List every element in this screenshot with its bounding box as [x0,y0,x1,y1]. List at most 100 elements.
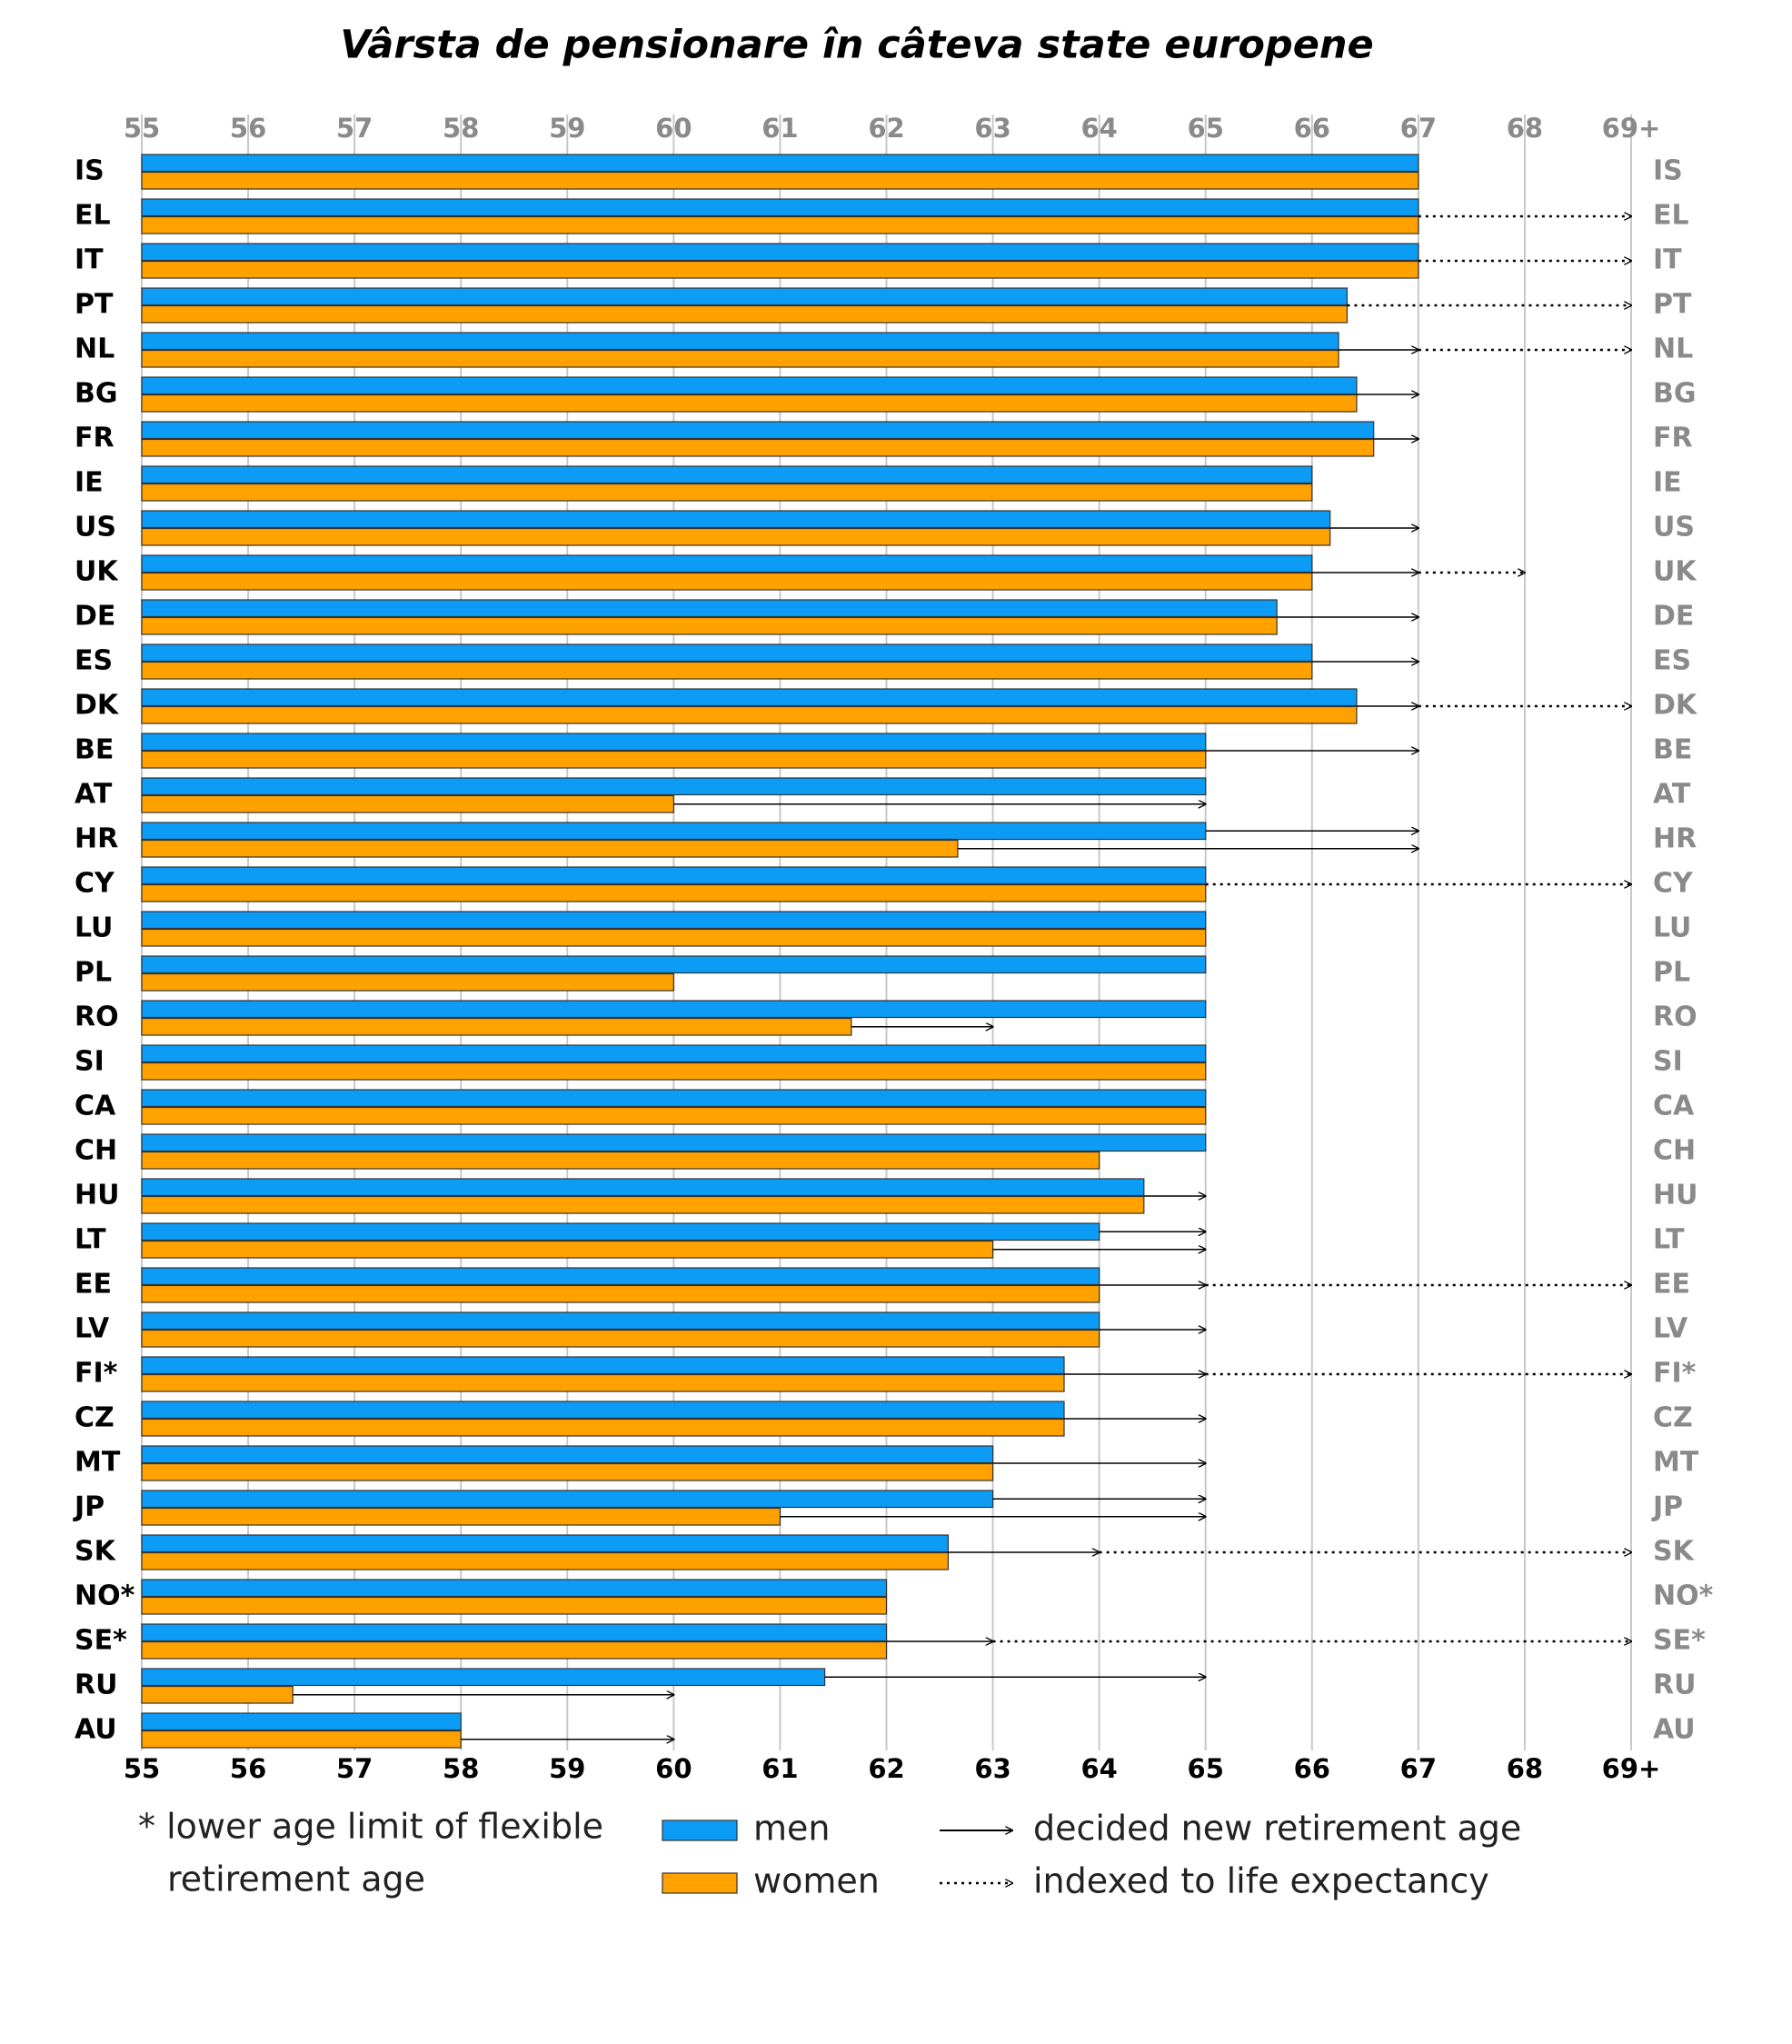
y-tick-label-right: EE [1653,1269,1690,1301]
y-tick-label-right: JP [1651,1491,1683,1523]
x-tick-label: 58 [443,113,479,144]
y-tick-label: AT [75,779,113,811]
y-tick-label-right: FI* [1653,1358,1697,1390]
bar [141,1000,1207,1019]
bar [141,777,1207,796]
bar [141,1490,994,1509]
y-tick-label-right: NO* [1653,1580,1714,1612]
chart-title: Vârsta de pensionare în câteva state eur… [340,23,1373,68]
y-tick-label: UK [75,556,119,588]
bar [141,349,1339,368]
y-tick-label-right: BE [1653,734,1692,766]
y-tick-label: HR [75,823,118,855]
bar [141,750,1207,769]
bar [141,1685,294,1704]
y-tick-label-right: HU [1653,1180,1697,1211]
bar [141,421,1375,440]
x-tick-label: 63 [974,113,1010,144]
bar [141,1151,1100,1170]
y-tick-label: LV [75,1313,110,1345]
x-tick-label: 65 [1188,1753,1224,1784]
y-tick-label-right: ES [1653,645,1691,677]
y-tick-label-right: US [1653,512,1695,543]
bar [141,1222,1100,1241]
bar [141,972,674,992]
bar [141,243,1419,262]
bar [141,1356,1065,1375]
x-tick-label: 64 [1080,113,1117,144]
y-tick-label: CY [75,868,115,900]
y-tick-label: IE [75,467,104,499]
y-tick-label: EL [75,200,111,232]
y-tick-label-right: HR [1653,823,1697,855]
bar [141,1329,1100,1348]
bar [141,1089,1207,1108]
y-tick-label-right: MT [1653,1447,1699,1479]
y-tick-label: CA [75,1091,116,1122]
y-tick-label-right: CH [1653,1135,1696,1167]
bar [141,839,959,858]
y-tick-label: MT [75,1447,121,1479]
y-tick-label-right: AT [1653,779,1691,811]
y-tick-label-right: FR [1653,423,1693,454]
bar [141,688,1358,707]
bar [141,510,1331,529]
x-tick-label: 68 [1507,113,1543,144]
x-tick-label: 66 [1294,113,1330,144]
x-tick-label: 55 [124,113,160,144]
y-tick-label-right: EL [1653,200,1689,232]
bar [141,332,1339,351]
y-tick-label: RU [75,1670,117,1701]
y-tick-label-right: SI [1653,1046,1683,1078]
y-tick-label: BG [75,378,118,410]
bar [141,1284,1100,1303]
bar [141,304,1349,324]
bar [141,928,1207,947]
bar [141,1623,888,1642]
y-tick-label-right: RU [1653,1670,1696,1701]
y-tick-label-right: LU [1653,912,1691,944]
y-tick-label: NO* [75,1580,135,1612]
x-tick-label: 60 [655,113,692,144]
y-tick-label: NL [75,334,114,365]
y-tick-label: SE* [75,1625,127,1657]
bar [141,1730,462,1749]
x-tick-label: 66 [1294,1753,1330,1784]
bar [141,198,1419,217]
y-tick-label: SK [75,1536,117,1568]
bar [141,955,1207,974]
y-tick-label-right: PT [1653,289,1692,321]
y-tick-label-right: SE* [1653,1625,1706,1657]
bar [141,1462,994,1481]
bar [141,911,1207,930]
x-tick-label: 62 [868,113,904,144]
bar [141,1668,826,1687]
x-tick-label: 57 [336,113,373,144]
bar [141,465,1313,484]
x-tick-label: 58 [443,1753,479,1784]
y-tick-label: CH [75,1135,117,1167]
legend-label: women [753,1861,880,1901]
y-tick-label-right: LT [1653,1224,1685,1256]
y-tick-label: IS [75,155,105,187]
bar [141,1712,462,1731]
bar [141,1267,1100,1286]
y-tick-label-right: UK [1653,556,1697,588]
bar [141,1507,782,1526]
y-tick-label-right: RO [1653,1002,1697,1033]
y-tick-label: LU [75,912,113,944]
bar [141,1579,888,1598]
y-tick-label: DK [75,690,120,722]
y-tick-label-right: LV [1653,1313,1688,1345]
x-tick-label: 61 [762,113,798,144]
y-tick-label-right: CY [1653,868,1694,900]
y-tick-label: FI* [75,1358,118,1390]
x-tick-label: 69+ [1602,113,1661,144]
bar [141,1640,888,1660]
bar [141,733,1207,752]
x-tick-label: 67 [1400,1753,1437,1784]
y-tick-label: CZ [75,1402,114,1434]
y-tick-label: ES [75,645,113,677]
y-tick-label: DE [75,601,115,633]
y-tick-label: BE [75,734,114,766]
